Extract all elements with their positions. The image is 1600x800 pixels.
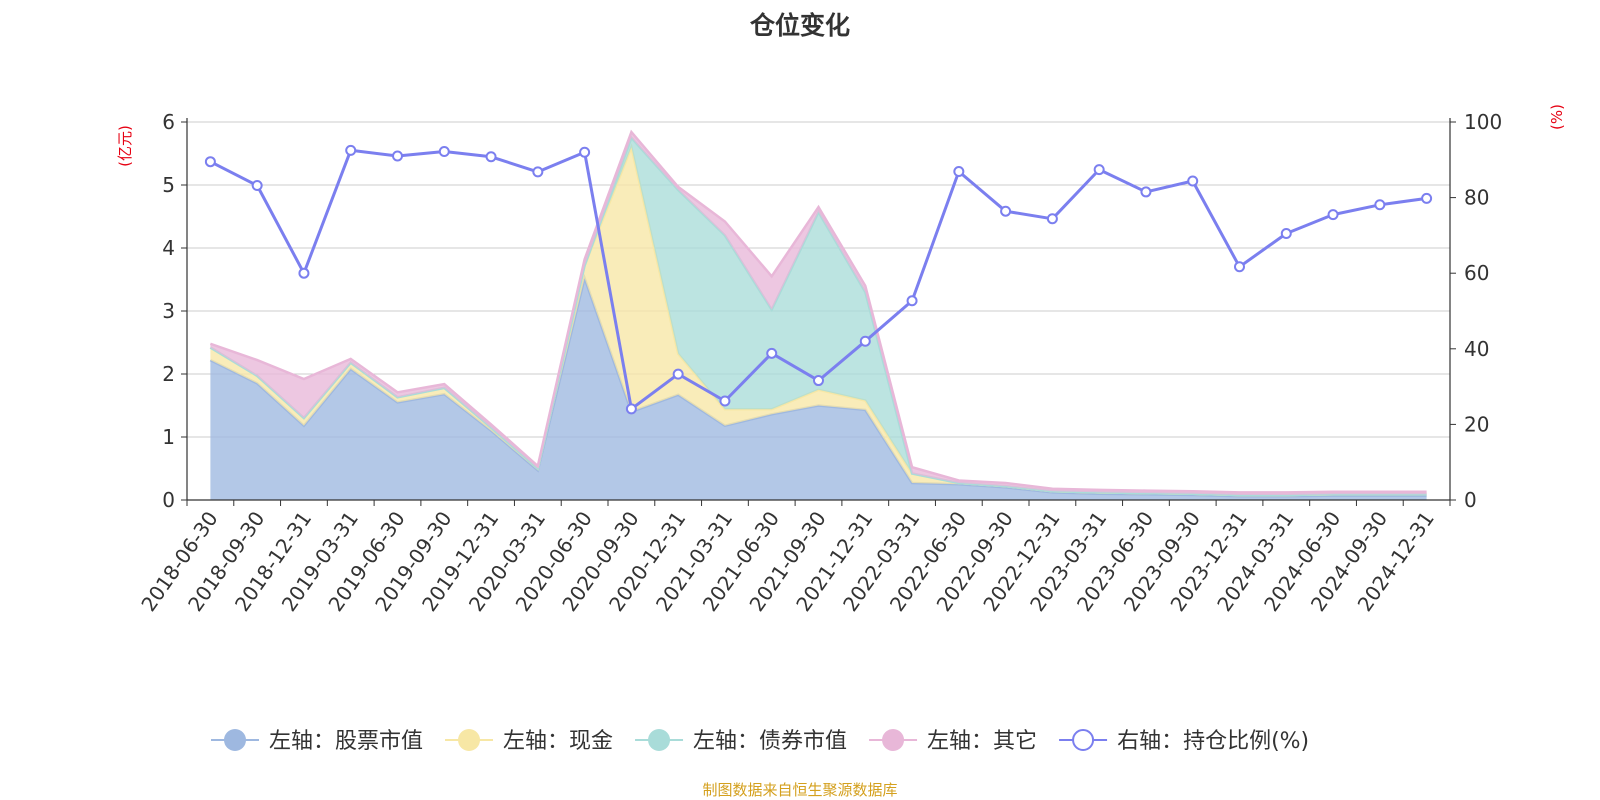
legend-item[interactable]: 左轴：债券市值 <box>635 729 847 754</box>
legend-item[interactable]: 左轴：现金 <box>445 729 613 754</box>
right-axis-unit: (%) <box>1548 104 1566 130</box>
holding-ratio-point <box>438 145 450 157</box>
legend[interactable]: 左轴：股票市值 左轴：现金 左轴：债券市值 左轴：其它 右轴：持仓比例(%) <box>211 729 1309 754</box>
legend-filled-circle-icon <box>224 729 246 751</box>
right-tick-label: 100 <box>1464 110 1502 134</box>
holding-ratio-point <box>251 180 263 192</box>
holding-ratio-point <box>392 150 403 162</box>
holding-ratio-point <box>532 166 544 178</box>
holding-ratio-point <box>766 347 778 359</box>
holding-ratio-line <box>204 144 1433 415</box>
holding-ratio-point <box>298 267 310 279</box>
holding-ratio-point <box>1093 164 1105 176</box>
holding-ratio-point <box>719 395 731 407</box>
left-tick-label: 0 <box>162 488 175 512</box>
legend-filled-circle-icon <box>458 729 481 751</box>
legend-label: 左轴：现金 <box>503 729 613 754</box>
legend-label: 右轴：持仓比例(%) <box>1117 729 1309 754</box>
holding-ratio-point <box>1421 192 1433 204</box>
legend-label: 左轴：债券市值 <box>693 729 847 754</box>
holding-ratio-point <box>204 156 216 168</box>
legend-filled-circle-icon <box>648 729 671 751</box>
right-tick-label: 40 <box>1464 337 1489 361</box>
holding-ratio-point <box>1374 199 1386 211</box>
right-tick-label: 20 <box>1464 412 1489 436</box>
left-tick-label: 3 <box>162 299 175 323</box>
holding-ratio-point <box>813 375 824 387</box>
stacked-area-series <box>209 129 1427 500</box>
left-axis-unit: (亿元) <box>116 125 134 167</box>
legend-label: 左轴：股票市值 <box>269 729 423 754</box>
holding-ratio-point <box>485 151 497 163</box>
holding-ratio-point <box>1140 186 1152 198</box>
area-2 <box>210 137 1427 496</box>
legend-label: 左轴：其它 <box>927 729 1037 754</box>
holding-ratio-point <box>672 368 684 380</box>
legend-item[interactable]: 右轴：持仓比例(%) <box>1059 729 1309 754</box>
left-tick-label: 6 <box>162 110 175 134</box>
legend-filled-circle-icon <box>882 729 905 751</box>
right-tick-label: 80 <box>1464 186 1489 210</box>
holding-ratio-point <box>579 146 591 158</box>
holding-ratio-point <box>1046 213 1058 225</box>
area-edge-3 <box>209 129 1427 494</box>
right-tick-label: 0 <box>1464 488 1477 512</box>
holding-ratio-point <box>1000 205 1012 217</box>
legend-item[interactable]: 左轴：其它 <box>869 729 1037 754</box>
legend-item[interactable]: 左轴：股票市值 <box>211 729 423 754</box>
left-tick-label: 1 <box>162 425 175 449</box>
left-tick-label: 5 <box>162 173 175 197</box>
holding-ratio-point <box>1327 209 1339 221</box>
holding-ratio-point <box>625 403 637 415</box>
holding-ratio-point <box>1280 228 1292 240</box>
holding-ratio-point <box>906 295 918 307</box>
left-tick-label: 2 <box>162 362 175 386</box>
right-tick-label: 60 <box>1464 261 1489 285</box>
holding-ratio-point <box>953 166 965 178</box>
legend-hollow-circle-icon <box>1072 729 1095 751</box>
holding-ratio-point <box>345 144 357 156</box>
holding-ratio-point <box>1234 261 1245 273</box>
holding-ratio-point <box>859 335 871 347</box>
area-0 <box>210 278 1427 500</box>
chart-title: 仓位变化 <box>749 11 850 40</box>
left-tick-label: 4 <box>162 236 175 260</box>
holding-ratio-point <box>1187 175 1199 187</box>
data-source-note: 制图数据来自恒生聚源数据库 <box>702 781 898 799</box>
